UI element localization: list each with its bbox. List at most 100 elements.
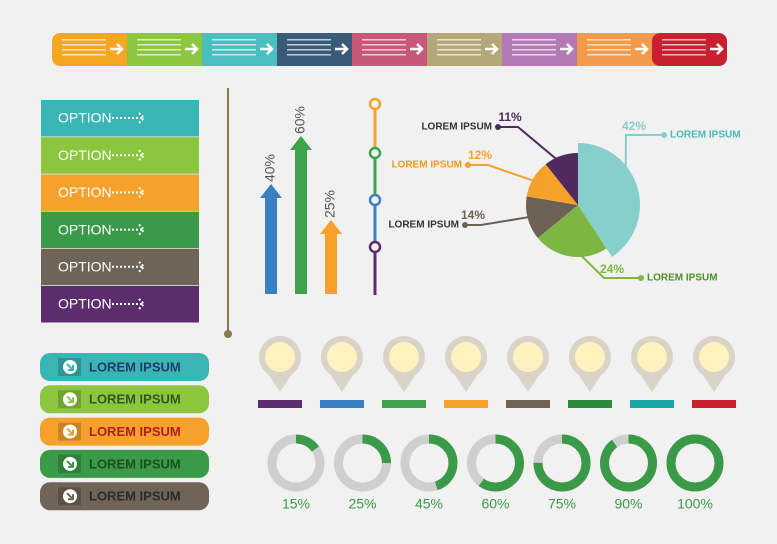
pie-label: LOREM IPSUM xyxy=(421,122,492,133)
timeline-node xyxy=(368,240,382,254)
tag-band xyxy=(40,482,209,511)
banner-text-line xyxy=(137,44,181,46)
banner-text-line xyxy=(62,54,106,56)
option-label: OPTION xyxy=(58,259,112,275)
pin-bar xyxy=(258,400,302,408)
option-label: OPTION xyxy=(58,296,112,312)
donut-label: 100% xyxy=(677,496,713,512)
tag-label: LOREM IPSUM xyxy=(89,392,181,407)
timeline-node xyxy=(368,97,382,111)
pin-bar xyxy=(506,400,550,408)
pie-value-label: 42% xyxy=(622,119,646,133)
banner-text-line xyxy=(587,39,631,41)
pie-slice xyxy=(526,164,578,205)
donut-label: 45% xyxy=(415,496,443,512)
banner-text-line xyxy=(287,49,331,51)
arrow-value-label: 25% xyxy=(322,190,338,218)
option-arrow xyxy=(112,112,146,124)
tag-band xyxy=(40,449,209,478)
donut-label: 60% xyxy=(481,496,509,512)
banner-text-line xyxy=(437,54,481,56)
banner-text-line xyxy=(212,54,256,56)
pie-leader xyxy=(498,126,565,167)
banner-text-line xyxy=(512,44,556,46)
tag-label: LOREM IPSUM xyxy=(89,359,181,374)
donut-label: 25% xyxy=(348,496,376,512)
banner-text-line xyxy=(62,49,106,51)
donut-arc xyxy=(267,434,325,492)
pin-inner xyxy=(699,342,729,372)
banner-text-line xyxy=(437,49,481,51)
tag-band xyxy=(40,385,209,414)
pie-value-label: 12% xyxy=(468,148,492,162)
pie-leader xyxy=(624,134,664,191)
banner-arrow xyxy=(185,43,199,55)
pie-slice xyxy=(545,153,578,205)
banner-text-line xyxy=(362,44,406,46)
donut-label: 75% xyxy=(548,496,576,512)
donut-label: 15% xyxy=(282,496,310,512)
pin-bar xyxy=(630,400,674,408)
banner-text-line xyxy=(137,49,181,51)
tag-label: LOREM IPSUM xyxy=(89,489,181,504)
banner-text-line xyxy=(587,44,631,46)
tag-icon-arrow xyxy=(66,427,74,436)
donut-arc xyxy=(334,434,391,492)
tag-icon-arrow xyxy=(66,460,74,468)
banner-text-line xyxy=(212,49,256,51)
pie-value-label: 24% xyxy=(600,262,624,276)
pin-inner xyxy=(327,342,357,372)
donut-label: 90% xyxy=(614,496,642,512)
banner-arrow xyxy=(410,43,424,55)
pie-label: LOREM IPSUM xyxy=(670,130,741,141)
tag-label: LOREM IPSUM xyxy=(89,456,181,471)
pin-inner xyxy=(513,342,543,372)
banner-text-line xyxy=(437,44,481,46)
donut-arc xyxy=(467,434,524,492)
arrow-bar xyxy=(290,136,312,294)
banner-text-line xyxy=(512,54,556,56)
pie-leader xyxy=(468,164,543,185)
banner-text-line xyxy=(137,39,181,41)
banner-text-line xyxy=(512,49,556,51)
divider-dot xyxy=(224,330,232,338)
option-label: OPTION xyxy=(58,184,112,200)
timeline-node xyxy=(368,193,382,207)
banner-arrow xyxy=(110,43,124,55)
banner-text-line xyxy=(137,54,181,56)
banner-arrow xyxy=(485,43,499,55)
arrow-value-label: 60% xyxy=(292,106,308,134)
option-arrow xyxy=(112,298,146,310)
banner-text-line xyxy=(362,49,406,51)
arrow-value-label: 40% xyxy=(262,154,278,182)
tag-label: LOREM IPSUM xyxy=(89,424,181,439)
pin-bar xyxy=(692,400,736,408)
pin-bar xyxy=(320,400,364,408)
option-label: OPTION xyxy=(58,221,112,237)
option-label: OPTION xyxy=(58,110,112,126)
pie-leader-dot xyxy=(638,275,644,281)
pin-inner xyxy=(575,342,605,372)
banner-text-line xyxy=(287,39,331,41)
pie-slice xyxy=(526,196,578,238)
option-arrow xyxy=(112,149,146,161)
banner-text-line xyxy=(662,44,706,46)
donut-arc xyxy=(666,434,724,492)
banner-text-line xyxy=(512,39,556,41)
banner-text-line xyxy=(212,44,256,46)
option-label: OPTION xyxy=(58,147,112,163)
banner-text-line xyxy=(287,44,331,46)
pie-leader-dot xyxy=(465,162,471,168)
tag-icon-arrow xyxy=(66,363,74,371)
banner-text-line xyxy=(587,54,631,56)
banner-arrow xyxy=(635,43,649,55)
pie-leader-dot xyxy=(661,132,667,138)
banner-text-line xyxy=(662,49,706,51)
tag-band xyxy=(40,417,209,446)
pin-inner xyxy=(637,342,667,372)
banner-text-line xyxy=(62,44,106,46)
tag-icon-arrow xyxy=(66,492,74,501)
option-arrow xyxy=(112,186,146,199)
timeline-node xyxy=(368,146,382,160)
pie-leader-dot xyxy=(462,222,468,228)
